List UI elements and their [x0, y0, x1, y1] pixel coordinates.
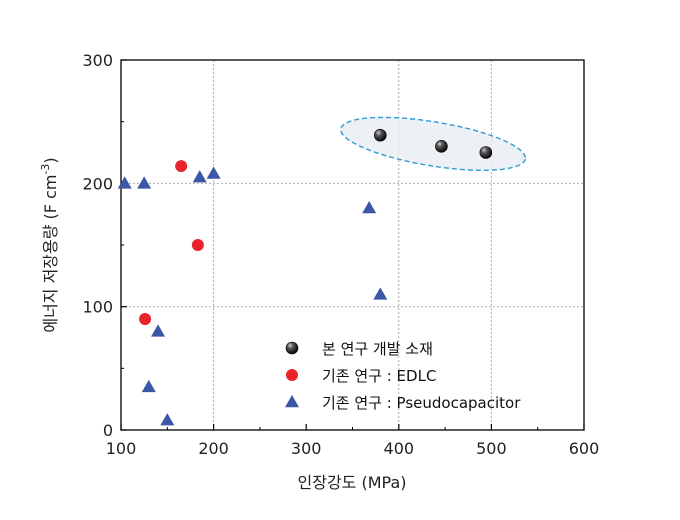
y-tick-label: 200	[82, 174, 113, 193]
data-point-edlc	[139, 313, 152, 325]
y-axis-title-main: 에너지 저장용량 (F cm	[41, 175, 60, 333]
legend-label: 기존 연구 : Pseudocapacitor	[322, 394, 521, 412]
y-axis-title: 에너지 저장용량 (F cm-3)	[39, 157, 60, 332]
x-tick-label: 300	[291, 439, 322, 458]
x-tick-label: 100	[106, 439, 137, 458]
data-point-pseudocapacitor	[192, 170, 207, 183]
legend-label: 기존 연구 : EDLC	[322, 367, 436, 385]
x-tick-label: 400	[384, 439, 415, 458]
x-tick-label: 600	[569, 439, 600, 458]
data-point-this-work	[435, 140, 448, 153]
legend-item-pseudocapacitor: 기존 연구 : Pseudocapacitor	[285, 394, 521, 412]
highlight-ellipse-shape	[340, 116, 527, 172]
legend-item-this-work: 본 연구 개발 소재	[285, 340, 433, 358]
data-point-pseudocapacitor	[362, 201, 377, 214]
legend-item-edlc: 기존 연구 : EDLC	[286, 367, 436, 385]
data-point-this-work	[479, 146, 493, 159]
legend-marker	[285, 395, 299, 408]
y-tick-label: 300	[82, 51, 113, 70]
legend-label: 본 연구 개발 소재	[322, 340, 433, 358]
x-axis-title: 인장강도 (MPa)	[298, 473, 407, 492]
data-point-pseudocapacitor	[137, 176, 152, 189]
y-axis-title-superscript: -3	[39, 164, 52, 175]
data-point-pseudocapacitor	[206, 166, 221, 179]
data-marks	[117, 128, 493, 426]
data-point-edlc	[191, 239, 204, 251]
y-tick-label: 100	[82, 298, 113, 317]
highlight-ellipse	[340, 116, 527, 172]
y-axis-title-close: )	[41, 157, 60, 163]
y-tick-label: 0	[103, 421, 113, 440]
data-point-pseudocapacitor	[141, 379, 156, 393]
data-point-pseudocapacitor	[160, 413, 175, 426]
legend-marker	[285, 341, 299, 355]
data-point-this-work	[373, 128, 387, 142]
data-point-edlc	[175, 160, 188, 173]
data-point-pseudocapacitor	[151, 324, 166, 337]
data-point-pseudocapacitor	[373, 287, 388, 300]
legend-marker	[286, 369, 298, 381]
x-tick-label: 200	[198, 439, 229, 458]
data-point-pseudocapacitor	[117, 176, 132, 189]
x-tick-label: 500	[476, 439, 507, 458]
